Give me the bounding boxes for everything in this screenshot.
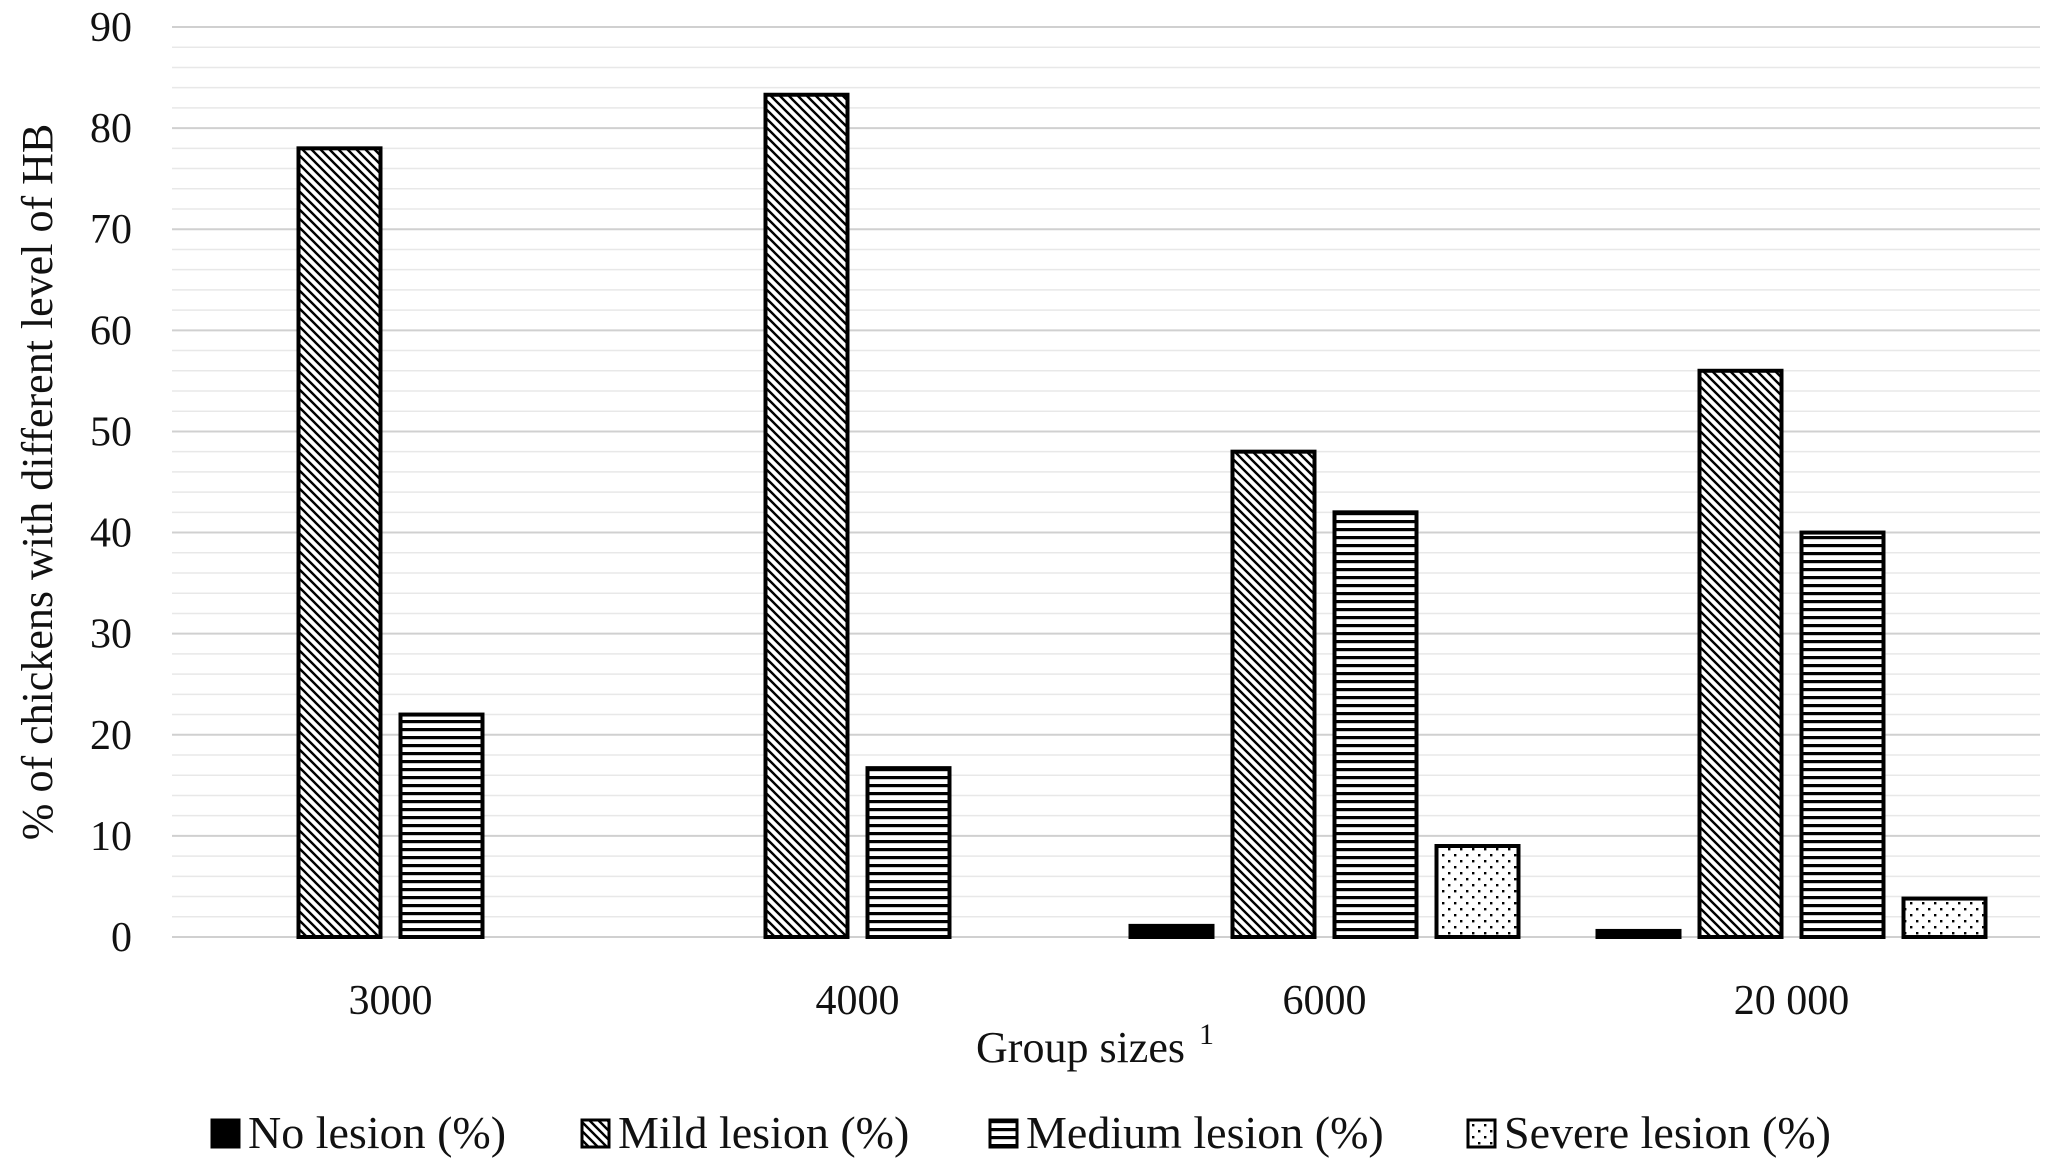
legend-label: Mild lesion (%) [618, 1107, 909, 1158]
bar-horizontal [1799, 530, 1886, 939]
bar-solid [1128, 923, 1215, 940]
y-tick-label: 20 [90, 713, 132, 759]
legend-label: No lesion (%) [248, 1107, 506, 1158]
x-axis-title: Group sizes 1 [976, 1018, 1214, 1072]
bar-dots [1901, 896, 1988, 939]
legend-swatch-dots [1466, 1118, 1497, 1149]
y-tick-label: 80 [90, 106, 132, 152]
y-tick-label: 10 [90, 814, 132, 860]
bar-dots [1434, 844, 1521, 939]
bar-horizontal [398, 712, 485, 939]
x-tick-label: 6000 [1283, 978, 1367, 1024]
y-tick-label: 0 [111, 915, 132, 961]
x-tick-label: 3000 [349, 978, 433, 1024]
y-axis-title: % of chickens with different level of HB [13, 124, 62, 840]
bar-horizontal [1332, 510, 1419, 939]
y-tick-label: 90 [90, 5, 132, 51]
y-tick-label: 30 [90, 612, 132, 658]
legend-swatch-solid [210, 1118, 241, 1149]
y-tick-label: 40 [90, 511, 132, 557]
x-axis-title-text: Group sizes [976, 1023, 1185, 1072]
bars [296, 92, 1988, 940]
x-tick-label: 20 000 [1734, 978, 1850, 1024]
legend-label: Medium lesion (%) [1026, 1107, 1384, 1158]
y-tick-labels: 0 10 20 30 40 50 60 70 80 90 [90, 5, 132, 961]
legend-swatch-diagonal [580, 1118, 611, 1149]
bar-diagonal [296, 146, 383, 940]
x-tick-labels: 3000 4000 6000 20 000 [349, 978, 1850, 1024]
y-tick-label: 70 [90, 207, 132, 253]
y-tick-label: 60 [90, 308, 132, 354]
bar-diagonal [763, 92, 850, 939]
legend: No lesion (%) Mild lesion (%) Medium lesio… [210, 1107, 1831, 1158]
bar-solid [1595, 928, 1682, 940]
y-tick-label: 50 [90, 409, 132, 455]
bar-diagonal [1230, 449, 1317, 939]
x-axis-title-superscript: 1 [1199, 1018, 1214, 1051]
legend-label: Severe lesion (%) [1504, 1107, 1831, 1158]
bar-horizontal [865, 766, 952, 940]
bar-diagonal [1697, 368, 1784, 939]
x-tick-label: 4000 [816, 978, 900, 1024]
legend-swatch-horizontal [988, 1118, 1019, 1149]
